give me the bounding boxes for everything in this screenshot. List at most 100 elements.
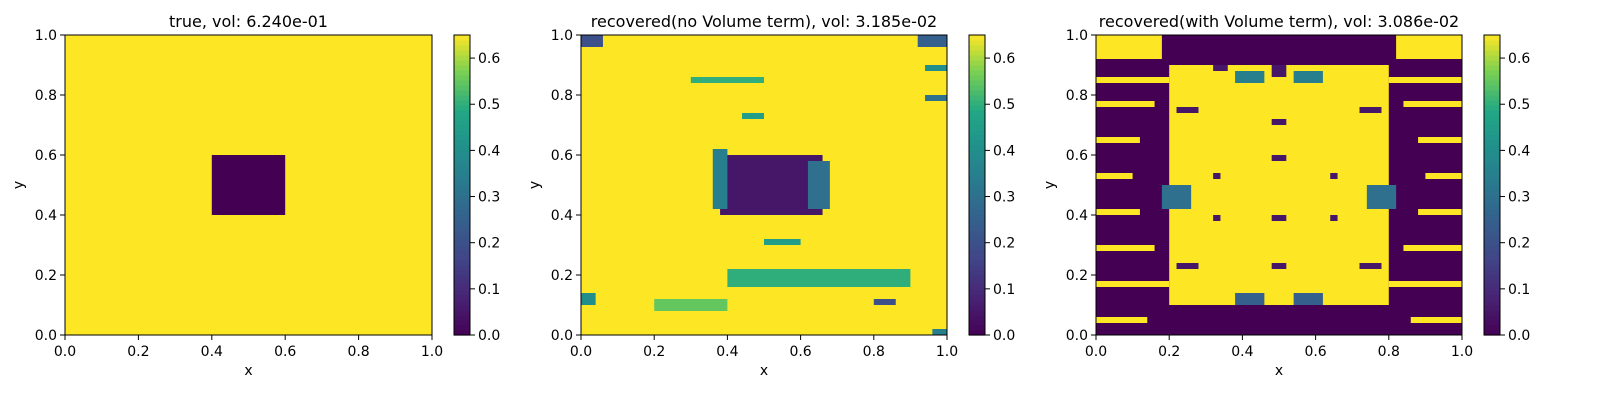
colorbar-segment bbox=[1484, 215, 1500, 221]
y-tick-label: 0.0 bbox=[35, 328, 57, 344]
y-axis-label: y bbox=[527, 181, 543, 189]
colorbar-segment bbox=[1484, 285, 1500, 291]
colorbar-segment bbox=[1484, 290, 1500, 296]
colorbar-segment bbox=[1484, 295, 1500, 301]
colorbar-segment bbox=[1484, 100, 1500, 106]
colorbar-segment bbox=[1484, 245, 1500, 251]
heatmap-cell bbox=[1359, 107, 1382, 113]
x-tick-label: 0.2 bbox=[1158, 344, 1180, 360]
colorbar-segment bbox=[1484, 45, 1500, 51]
colorbar-segment bbox=[969, 100, 985, 106]
colorbar-segment bbox=[1484, 255, 1500, 261]
colorbar-segment bbox=[969, 210, 985, 216]
x-axis-label: x bbox=[760, 363, 768, 379]
colorbar-tick-label: 0.5 bbox=[993, 97, 1015, 113]
colorbar-segment bbox=[1484, 230, 1500, 236]
x-tick-label: 1.0 bbox=[1451, 344, 1473, 360]
colorbar-segment bbox=[454, 65, 470, 71]
heatmap-cell bbox=[1388, 281, 1462, 287]
colorbar-tick-label: 0.0 bbox=[1508, 328, 1530, 344]
colorbar-segment bbox=[969, 165, 985, 171]
colorbar-tick-label: 0.1 bbox=[993, 282, 1015, 298]
heatmap-cell bbox=[1410, 317, 1462, 323]
heatmap-cell bbox=[1096, 317, 1148, 323]
colorbar-segment bbox=[969, 200, 985, 206]
colorbar-segment bbox=[1484, 165, 1500, 171]
colorbar-segment bbox=[1484, 330, 1500, 336]
heatmap-cell bbox=[1293, 71, 1323, 83]
colorbar-segment bbox=[454, 50, 470, 56]
colorbar-segment bbox=[454, 205, 470, 211]
colorbar-segment bbox=[969, 280, 985, 286]
colorbar-segment bbox=[969, 220, 985, 226]
colorbar-segment bbox=[969, 125, 985, 131]
heatmap-cell bbox=[1096, 173, 1133, 179]
colorbar-segment bbox=[969, 270, 985, 276]
x-tick-label: 0.6 bbox=[274, 344, 296, 360]
colorbar-segment bbox=[454, 85, 470, 91]
colorbar-segment bbox=[1484, 90, 1500, 96]
heatmap-cell bbox=[1271, 65, 1287, 77]
colorbar-segment bbox=[454, 200, 470, 206]
colorbar-segment bbox=[969, 265, 985, 271]
colorbar-segment bbox=[1484, 75, 1500, 81]
colorbar-segment bbox=[969, 235, 985, 241]
colorbar-segment bbox=[454, 185, 470, 191]
colorbar-segment bbox=[454, 60, 470, 66]
x-tick-label: 0.2 bbox=[127, 344, 149, 360]
colorbar-segment bbox=[454, 140, 470, 146]
colorbar-segment bbox=[1484, 300, 1500, 306]
heatmap-cell bbox=[1096, 209, 1140, 215]
colorbar-segment bbox=[1484, 235, 1500, 241]
colorbar-segment bbox=[969, 250, 985, 256]
colorbar-segment bbox=[969, 60, 985, 66]
x-tick-label: 0.0 bbox=[1085, 344, 1107, 360]
colorbar-tick-label: 0.4 bbox=[993, 143, 1015, 159]
colorbar-segment bbox=[454, 135, 470, 141]
colorbar-segment bbox=[1484, 105, 1500, 111]
colorbar-segment bbox=[454, 165, 470, 171]
axes-frame bbox=[1095, 34, 1463, 336]
colorbar-segment bbox=[969, 295, 985, 301]
x-tick-label: 0.4 bbox=[1231, 344, 1253, 360]
colorbar-segment bbox=[454, 245, 470, 251]
x-tick-label: 0.6 bbox=[1304, 344, 1326, 360]
colorbar-segment bbox=[1484, 120, 1500, 126]
colorbar-segment bbox=[969, 300, 985, 306]
heatmap-cell bbox=[1396, 35, 1462, 59]
colorbar-segment bbox=[454, 120, 470, 126]
x-tick-label: 0.8 bbox=[1378, 344, 1400, 360]
colorbar-segment bbox=[969, 140, 985, 146]
heatmap-cell bbox=[1176, 263, 1199, 269]
colorbar-segment bbox=[969, 225, 985, 231]
colorbar-segment bbox=[969, 260, 985, 266]
x-tick-label: 0.6 bbox=[789, 344, 811, 360]
colorbar-segment bbox=[454, 215, 470, 221]
colorbar-segment bbox=[1484, 175, 1500, 181]
colorbar-segment bbox=[454, 280, 470, 286]
y-tick-label: 0.6 bbox=[1066, 148, 1088, 164]
chart-title: true, vol: 6.240e-01 bbox=[169, 12, 328, 31]
colorbar-segment bbox=[454, 220, 470, 226]
colorbar-segment bbox=[969, 330, 985, 336]
panel-1: true, vol: 6.240e-010.00.00.20.20.40.40.… bbox=[11, 12, 500, 379]
colorbar-segment bbox=[1484, 190, 1500, 196]
colorbar-segment bbox=[454, 70, 470, 76]
colorbar-segment bbox=[969, 155, 985, 161]
colorbar-segment bbox=[454, 110, 470, 116]
heatmap-cell bbox=[1271, 119, 1287, 125]
colorbar-segment bbox=[1484, 200, 1500, 206]
colorbar-segment bbox=[1484, 80, 1500, 86]
y-tick-label: 1.0 bbox=[1066, 28, 1088, 44]
colorbar-segment bbox=[454, 290, 470, 296]
heatmap-cell bbox=[1213, 215, 1221, 221]
colorbar-segment bbox=[969, 50, 985, 56]
heatmap-cell bbox=[764, 239, 801, 245]
colorbar-segment bbox=[969, 230, 985, 236]
colorbar-segment bbox=[454, 125, 470, 131]
x-tick-label: 0.0 bbox=[570, 344, 592, 360]
colorbar-segment bbox=[454, 325, 470, 331]
colorbar-segment bbox=[1484, 145, 1500, 151]
colorbar-tick-label: 0.3 bbox=[478, 190, 500, 206]
colorbar-segment bbox=[1484, 125, 1500, 131]
